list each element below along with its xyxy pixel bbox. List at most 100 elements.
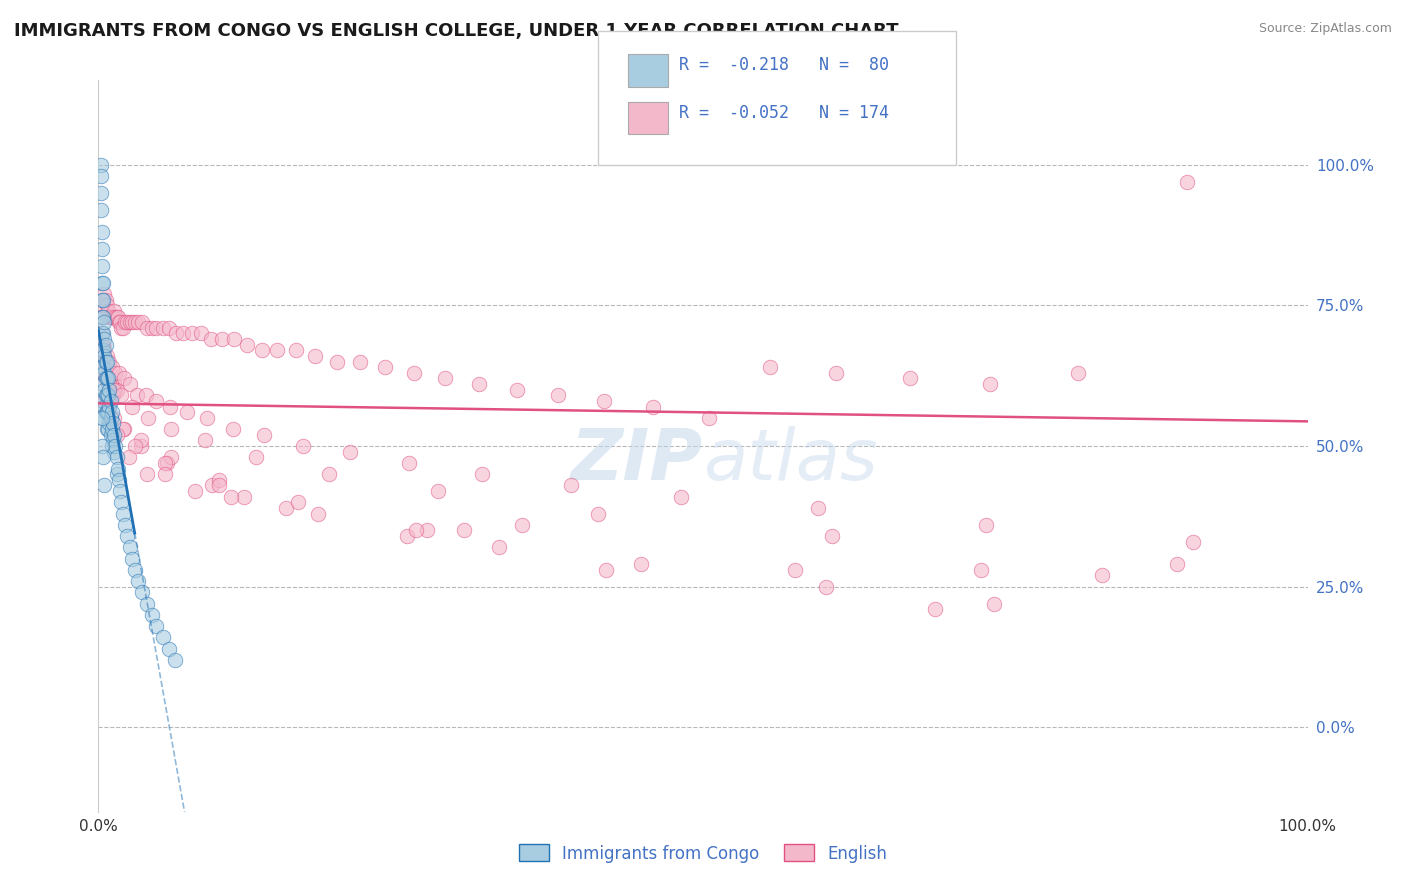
Point [172,326,194,341]
Point [91,337,114,351]
Point [97,304,120,318]
Point [97,400,120,414]
Point [91,310,114,324]
Point [94,293,117,307]
Point [93,478,115,492]
Point [560,478,582,492]
Point [395,529,418,543]
Point [100,310,122,324]
Point [91,377,114,392]
Point [91,360,114,375]
Point [453,524,475,538]
Point [98,377,121,392]
Point [91,450,114,465]
Point [325,354,347,368]
Point [91,225,114,239]
Point [100,394,122,409]
Point [101,417,124,431]
Point [127,388,149,402]
Point [93,287,115,301]
Point [97,422,120,436]
Point [91,360,114,375]
Point [110,321,132,335]
Point [201,478,224,492]
Point [127,574,149,588]
Point [979,377,1001,392]
Text: R =  -0.218   N =  80: R = -0.218 N = 80 [679,56,889,74]
Point [118,541,141,555]
Point [595,563,617,577]
Point [97,388,120,402]
Point [98,371,121,385]
Point [100,360,122,375]
Point [136,410,159,425]
Point [434,371,457,385]
Point [200,332,222,346]
Point [94,388,117,402]
Point [510,517,533,532]
Point [222,332,245,346]
Point [152,321,174,335]
Point [91,310,114,324]
Point [129,434,152,448]
Point [152,630,174,644]
Point [104,439,127,453]
Text: IMMIGRANTS FROM CONGO VS ENGLISH COLLEGE, UNDER 1 YEAR CORRELATION CHART: IMMIGRANTS FROM CONGO VS ENGLISH COLLEGE… [14,22,898,40]
Point [90,169,112,183]
Point [105,310,128,324]
Point [232,490,254,504]
Point [145,619,167,633]
Point [1181,534,1204,549]
Point [184,483,207,498]
Point [97,377,120,392]
Point [91,326,114,341]
Point [101,388,124,402]
Point [124,315,146,329]
Point [96,371,118,385]
Point [145,394,167,409]
Point [105,450,128,465]
Point [103,427,125,442]
Point [91,293,114,307]
Point [815,580,838,594]
Point [643,400,665,414]
Point [98,400,121,414]
Point [153,456,176,470]
Point [468,377,491,392]
Point [91,326,114,341]
Point [291,439,314,453]
Point [96,354,118,368]
Point [96,371,118,385]
Point [90,202,112,217]
Point [91,439,114,453]
Point [135,597,157,611]
Point [121,315,143,329]
Point [416,524,439,538]
Point [110,388,132,402]
Text: ZIP: ZIP [571,426,703,495]
Point [105,383,128,397]
Point [110,495,132,509]
Point [135,467,157,482]
Point [100,410,122,425]
Point [176,405,198,419]
Point [104,366,127,380]
Point [1091,568,1114,582]
Point [91,394,114,409]
Point [96,298,118,312]
Point [103,377,125,392]
Point [506,383,529,397]
Point [108,366,131,380]
Point [118,315,141,329]
Point [112,422,135,436]
Point [318,467,340,482]
Point [287,495,309,509]
Point [141,607,163,622]
Point [127,315,149,329]
Point [91,366,114,380]
Point [98,354,121,368]
Point [250,343,273,358]
Point [100,383,122,397]
Point [194,434,217,448]
Point [100,410,122,425]
